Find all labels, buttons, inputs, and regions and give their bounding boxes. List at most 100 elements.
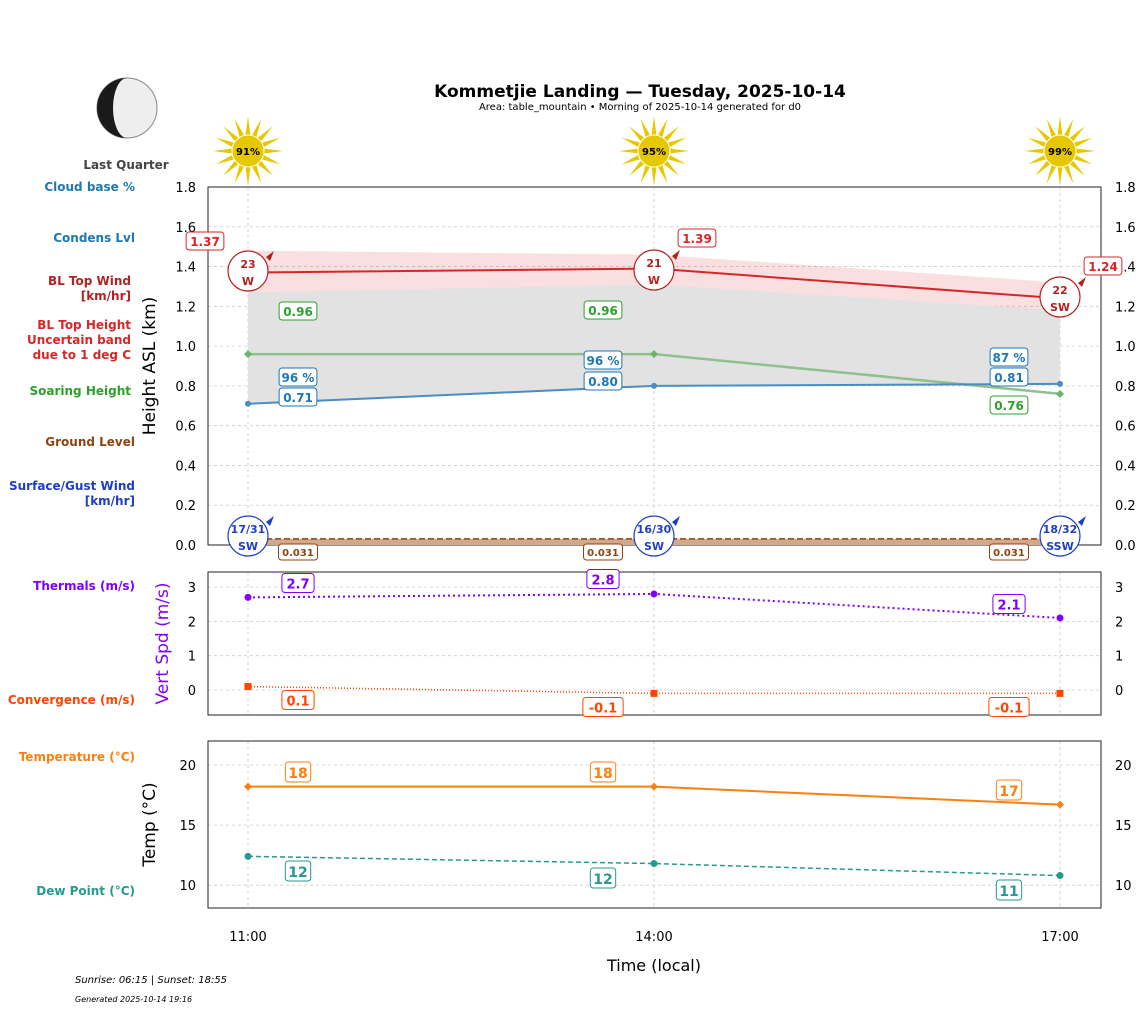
thermals-label-box: [281, 573, 315, 593]
cloud-base-pct-label-box: [989, 347, 1029, 367]
x-tick-label: 17:00: [1041, 930, 1078, 945]
label-surface-wind: Surface/Gust Wind [km/hr]: [9, 479, 135, 508]
bl-wind-speed: 21: [646, 257, 661, 270]
bl-wind-direction: W: [242, 275, 254, 288]
sun-disc: [1043, 134, 1077, 168]
condensation-level-label: 0.81: [994, 371, 1024, 385]
y-tick-label-left: 15: [179, 819, 196, 834]
thermals-label-box: [586, 569, 620, 589]
y-tick-label-right: 0.0: [1115, 539, 1136, 554]
chart-subtitle: Area: table_mountain • Morning of 2025-1…: [478, 102, 802, 113]
ground-level-label-box: [989, 543, 1029, 561]
bl-wind-arrow-icon: [266, 251, 274, 261]
y-tick-label-left: 2: [188, 615, 196, 630]
bl-wind-circle: [633, 249, 675, 291]
y-tick-label-left: 0.8: [175, 380, 196, 395]
ground-level-label: 0.031: [993, 548, 1025, 559]
y-tick-label-right: 1.0: [1115, 340, 1136, 355]
generated-time: Generated 2025-10-14 19:16: [75, 995, 193, 1004]
y-tick-label-left: 1.0: [175, 340, 196, 355]
temperature-label: 18: [593, 766, 612, 782]
surface-wind-speed: 17/31: [231, 523, 266, 536]
convergence-marker: [1056, 689, 1064, 697]
convergence-label-box: [988, 697, 1030, 717]
surface-wind-arrow-icon: [266, 516, 274, 526]
label-dew-point: Dew Point (°C): [36, 884, 135, 898]
label-soaring: Soaring Height: [29, 384, 132, 398]
y-tick-label-right: 0.8: [1115, 380, 1136, 395]
surface-wind-direction: SSW: [1046, 540, 1073, 553]
temperature-marker: [244, 782, 252, 791]
y-tick-label-right: 15: [1115, 819, 1132, 834]
surface-wind-speed: 18/32: [1043, 523, 1078, 536]
sun-percent: 91%: [236, 147, 260, 158]
bl-top-label-box: [1083, 256, 1123, 276]
x-tick-label: 14:00: [635, 930, 672, 945]
y-axis-label: Vert Spd (m/s): [153, 582, 173, 704]
bl-wind-direction: SW: [1050, 301, 1070, 314]
y-tick-label-right: 1.6: [1115, 221, 1136, 236]
label-cloud-base: Cloud base %: [44, 180, 135, 194]
thermals-label: 2.8: [591, 574, 614, 589]
bl-top-label-box: [677, 228, 717, 248]
condensation-level-label-box: [989, 367, 1029, 387]
ground-level-label: 0.031: [587, 548, 619, 559]
y-tick-label-left: 1.8: [175, 181, 196, 196]
temperature-label: 18: [288, 766, 307, 782]
y-tick-label-right: 0: [1115, 684, 1123, 699]
soaring-height-marker: [650, 350, 658, 359]
thermals-marker: [650, 590, 658, 598]
surface-wind-circle: [1039, 515, 1081, 557]
y-tick-label-left: 3: [188, 581, 196, 596]
y-tick-label-right: 10: [1115, 879, 1132, 894]
soaring-height-label: 0.96: [283, 305, 313, 319]
y-tick-label-right: 1: [1115, 650, 1123, 665]
y-tick-label-right: 20: [1115, 759, 1132, 774]
y-tick-label-left: 0.2: [175, 499, 196, 514]
soaring-height-marker: [1056, 389, 1064, 398]
dew-point-label-box: [995, 879, 1023, 901]
soaring-height-label: 0.96: [588, 304, 618, 318]
bl-wind-arrow-icon: [672, 250, 680, 260]
convergence-label: -0.1: [995, 702, 1023, 717]
soaring-height-label-box: [583, 300, 623, 320]
x-tick-label: 11:00: [229, 930, 266, 945]
temperature-label: 17: [999, 784, 1018, 800]
chart-title: Kommetjie Landing — Tuesday, 2025-10-14: [434, 82, 846, 102]
sun-disc: [637, 134, 671, 168]
surface-wind-circle: [633, 515, 675, 557]
dew-point-label-box: [589, 867, 617, 889]
bl-wind-speed: 22: [1052, 284, 1067, 297]
convergence-marker: [650, 689, 658, 697]
thermals-label-box: [992, 594, 1026, 614]
y-axis-label: Temp (°C): [140, 782, 160, 867]
moon-phase-label: Last Quarter: [83, 158, 169, 172]
y-tick-label-right: 3: [1115, 581, 1123, 596]
x-axis-label: Time (local): [606, 956, 701, 975]
convergence-label-box: [281, 690, 315, 710]
y-tick-label-left: 0: [188, 684, 196, 699]
thermals-label: 2.7: [286, 578, 309, 593]
y-tick-label-left: 1.4: [175, 261, 196, 276]
label-condens: Condens Lvl: [53, 231, 135, 245]
y-tick-label-left: 1.2: [175, 300, 196, 315]
surface-wind-arrow-icon: [1078, 516, 1086, 526]
bl-wind-arrow-icon: [1078, 277, 1086, 287]
soaring-height-label-box: [278, 301, 318, 321]
thermals-label: 2.1: [997, 599, 1020, 614]
dew-point-label-box: [284, 860, 312, 882]
axes-frame: [207, 740, 1102, 909]
convergence-marker: [244, 683, 252, 691]
temperature-label-box: [995, 779, 1023, 801]
sun-times: Sunrise: 06:15 | Sunset: 18:55: [75, 975, 228, 986]
bl-wind-circle: [1039, 276, 1081, 318]
surface-wind-arrow-icon: [672, 516, 680, 526]
bl-wind-circle: [227, 250, 269, 292]
dew-point-marker: [650, 860, 658, 868]
y-tick-label-left: 10: [179, 879, 196, 894]
surface-wind-circle: [227, 515, 269, 557]
condensation-level-label: 0.71: [283, 391, 313, 405]
thermals-marker: [1056, 614, 1064, 622]
y-tick-label-left: 1: [188, 650, 196, 665]
condensation-level-label-box: [583, 371, 623, 391]
